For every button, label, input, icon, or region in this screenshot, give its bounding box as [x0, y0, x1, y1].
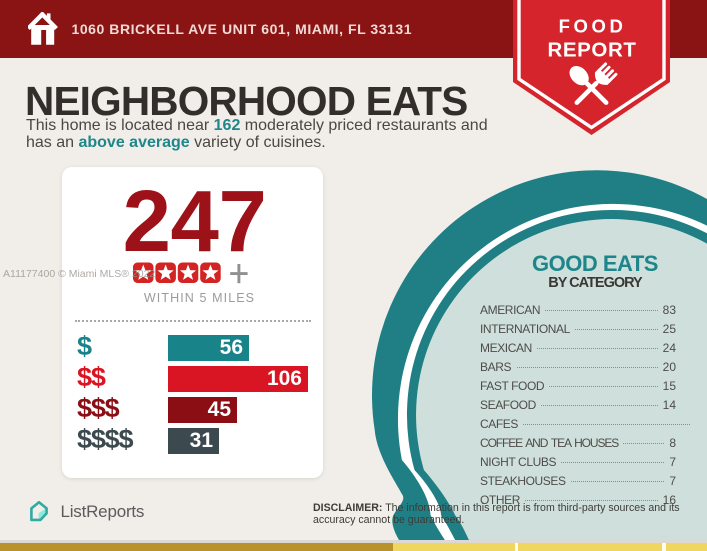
svg-text:FOOD: FOOD	[559, 16, 627, 37]
svg-text:REPORT: REPORT	[547, 39, 636, 62]
